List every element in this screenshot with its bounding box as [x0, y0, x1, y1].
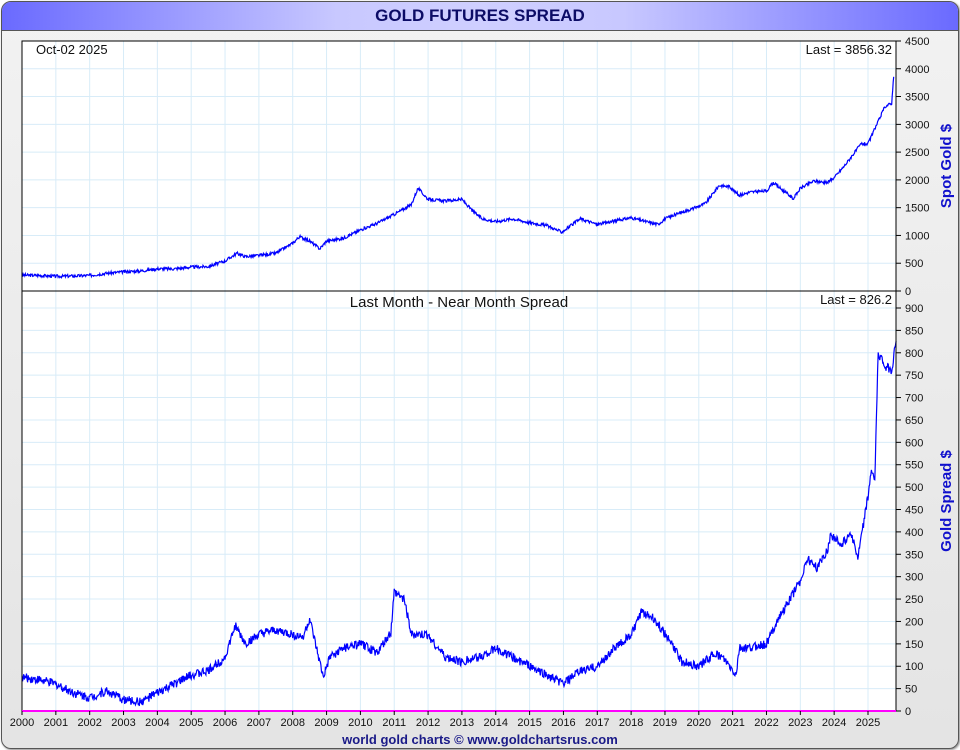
x-tick-label: 2015: [517, 717, 541, 729]
x-tick-label: 2025: [856, 717, 880, 729]
y-tick-label: 550: [905, 460, 923, 472]
footer-credit: world gold charts © www.goldchartsrus.co…: [342, 732, 618, 747]
x-tick-label: 2002: [77, 717, 101, 729]
y-tick-label: 900: [905, 303, 923, 315]
y-tick-label: 300: [905, 572, 923, 584]
x-tick-label: 2023: [788, 717, 812, 729]
spread-last-value: Last = 826.2: [820, 292, 892, 307]
y-tick-label: 350: [905, 549, 923, 561]
y-tick-label: 1500: [905, 203, 929, 215]
x-tick-label: 2014: [484, 717, 508, 729]
y-tick-label: 200: [905, 616, 923, 628]
y-tick-label: 500: [905, 482, 923, 494]
x-tick-label: 2022: [754, 717, 778, 729]
x-tick-label: 2016: [551, 717, 575, 729]
spot-gold-axis-title: Spot Gold $: [938, 123, 955, 208]
y-tick-label: 1000: [905, 230, 929, 242]
spot-gold-last-value: Last = 3856.32: [806, 42, 892, 57]
y-tick-label: 250: [905, 594, 923, 606]
x-tick-label: 2018: [619, 717, 643, 729]
x-tick-label: 2006: [213, 717, 237, 729]
y-tick-label: 400: [905, 527, 923, 539]
y-tick-label: 500: [905, 258, 923, 270]
x-tick-label: 2010: [348, 717, 372, 729]
x-tick-label: 2017: [585, 717, 609, 729]
y-tick-label: 700: [905, 393, 923, 405]
x-tick-label: 2009: [314, 717, 338, 729]
y-tick-label: 50: [905, 684, 917, 696]
x-tick-label: 2021: [720, 717, 744, 729]
x-tick-label: 2001: [44, 717, 68, 729]
y-tick-label: 4500: [905, 36, 929, 48]
date-label: Oct-02 2025: [36, 42, 108, 57]
title-bar: GOLD FUTURES SPREAD: [2, 2, 958, 31]
y-tick-label: 750: [905, 370, 923, 382]
y-tick-label: 600: [905, 437, 923, 449]
y-tick-label: 650: [905, 415, 923, 427]
plot-background: [22, 41, 896, 711]
y-tick-label: 0: [905, 286, 911, 298]
x-tick-label: 2024: [822, 717, 846, 729]
y-tick-label: 100: [905, 661, 923, 673]
spread-panel-title: Last Month - Near Month Spread: [350, 294, 568, 311]
y-tick-label: 850: [905, 325, 923, 337]
x-tick-label: 2000: [10, 717, 34, 729]
x-tick-label: 2013: [450, 717, 474, 729]
spot-gold-series-line: [21, 76, 895, 279]
y-tick-label: 450: [905, 505, 923, 517]
chart-title: GOLD FUTURES SPREAD: [375, 6, 585, 25]
x-tick-label: 2008: [280, 717, 304, 729]
y-tick-label: 0: [905, 706, 911, 718]
y-tick-label: 3500: [905, 92, 929, 104]
x-tick-label: 2012: [416, 717, 440, 729]
spread-axis-title: Gold Spread $: [938, 450, 955, 552]
y-tick-label: 800: [905, 348, 923, 360]
x-tick-label: 2005: [179, 717, 203, 729]
y-tick-label: 2500: [905, 147, 929, 159]
x-tick-label: 2003: [111, 717, 135, 729]
spread-series-line: [21, 341, 897, 707]
x-tick-label: 2020: [687, 717, 711, 729]
x-tick-label: 2011: [382, 717, 406, 729]
x-tick-label: 2019: [653, 717, 677, 729]
x-tick-label: 2007: [247, 717, 271, 729]
y-tick-label: 150: [905, 639, 923, 651]
y-tick-label: 4000: [905, 64, 929, 76]
y-tick-label: 2000: [905, 175, 929, 187]
y-tick-label: 3000: [905, 119, 929, 131]
x-tick-label: 2004: [145, 717, 169, 729]
